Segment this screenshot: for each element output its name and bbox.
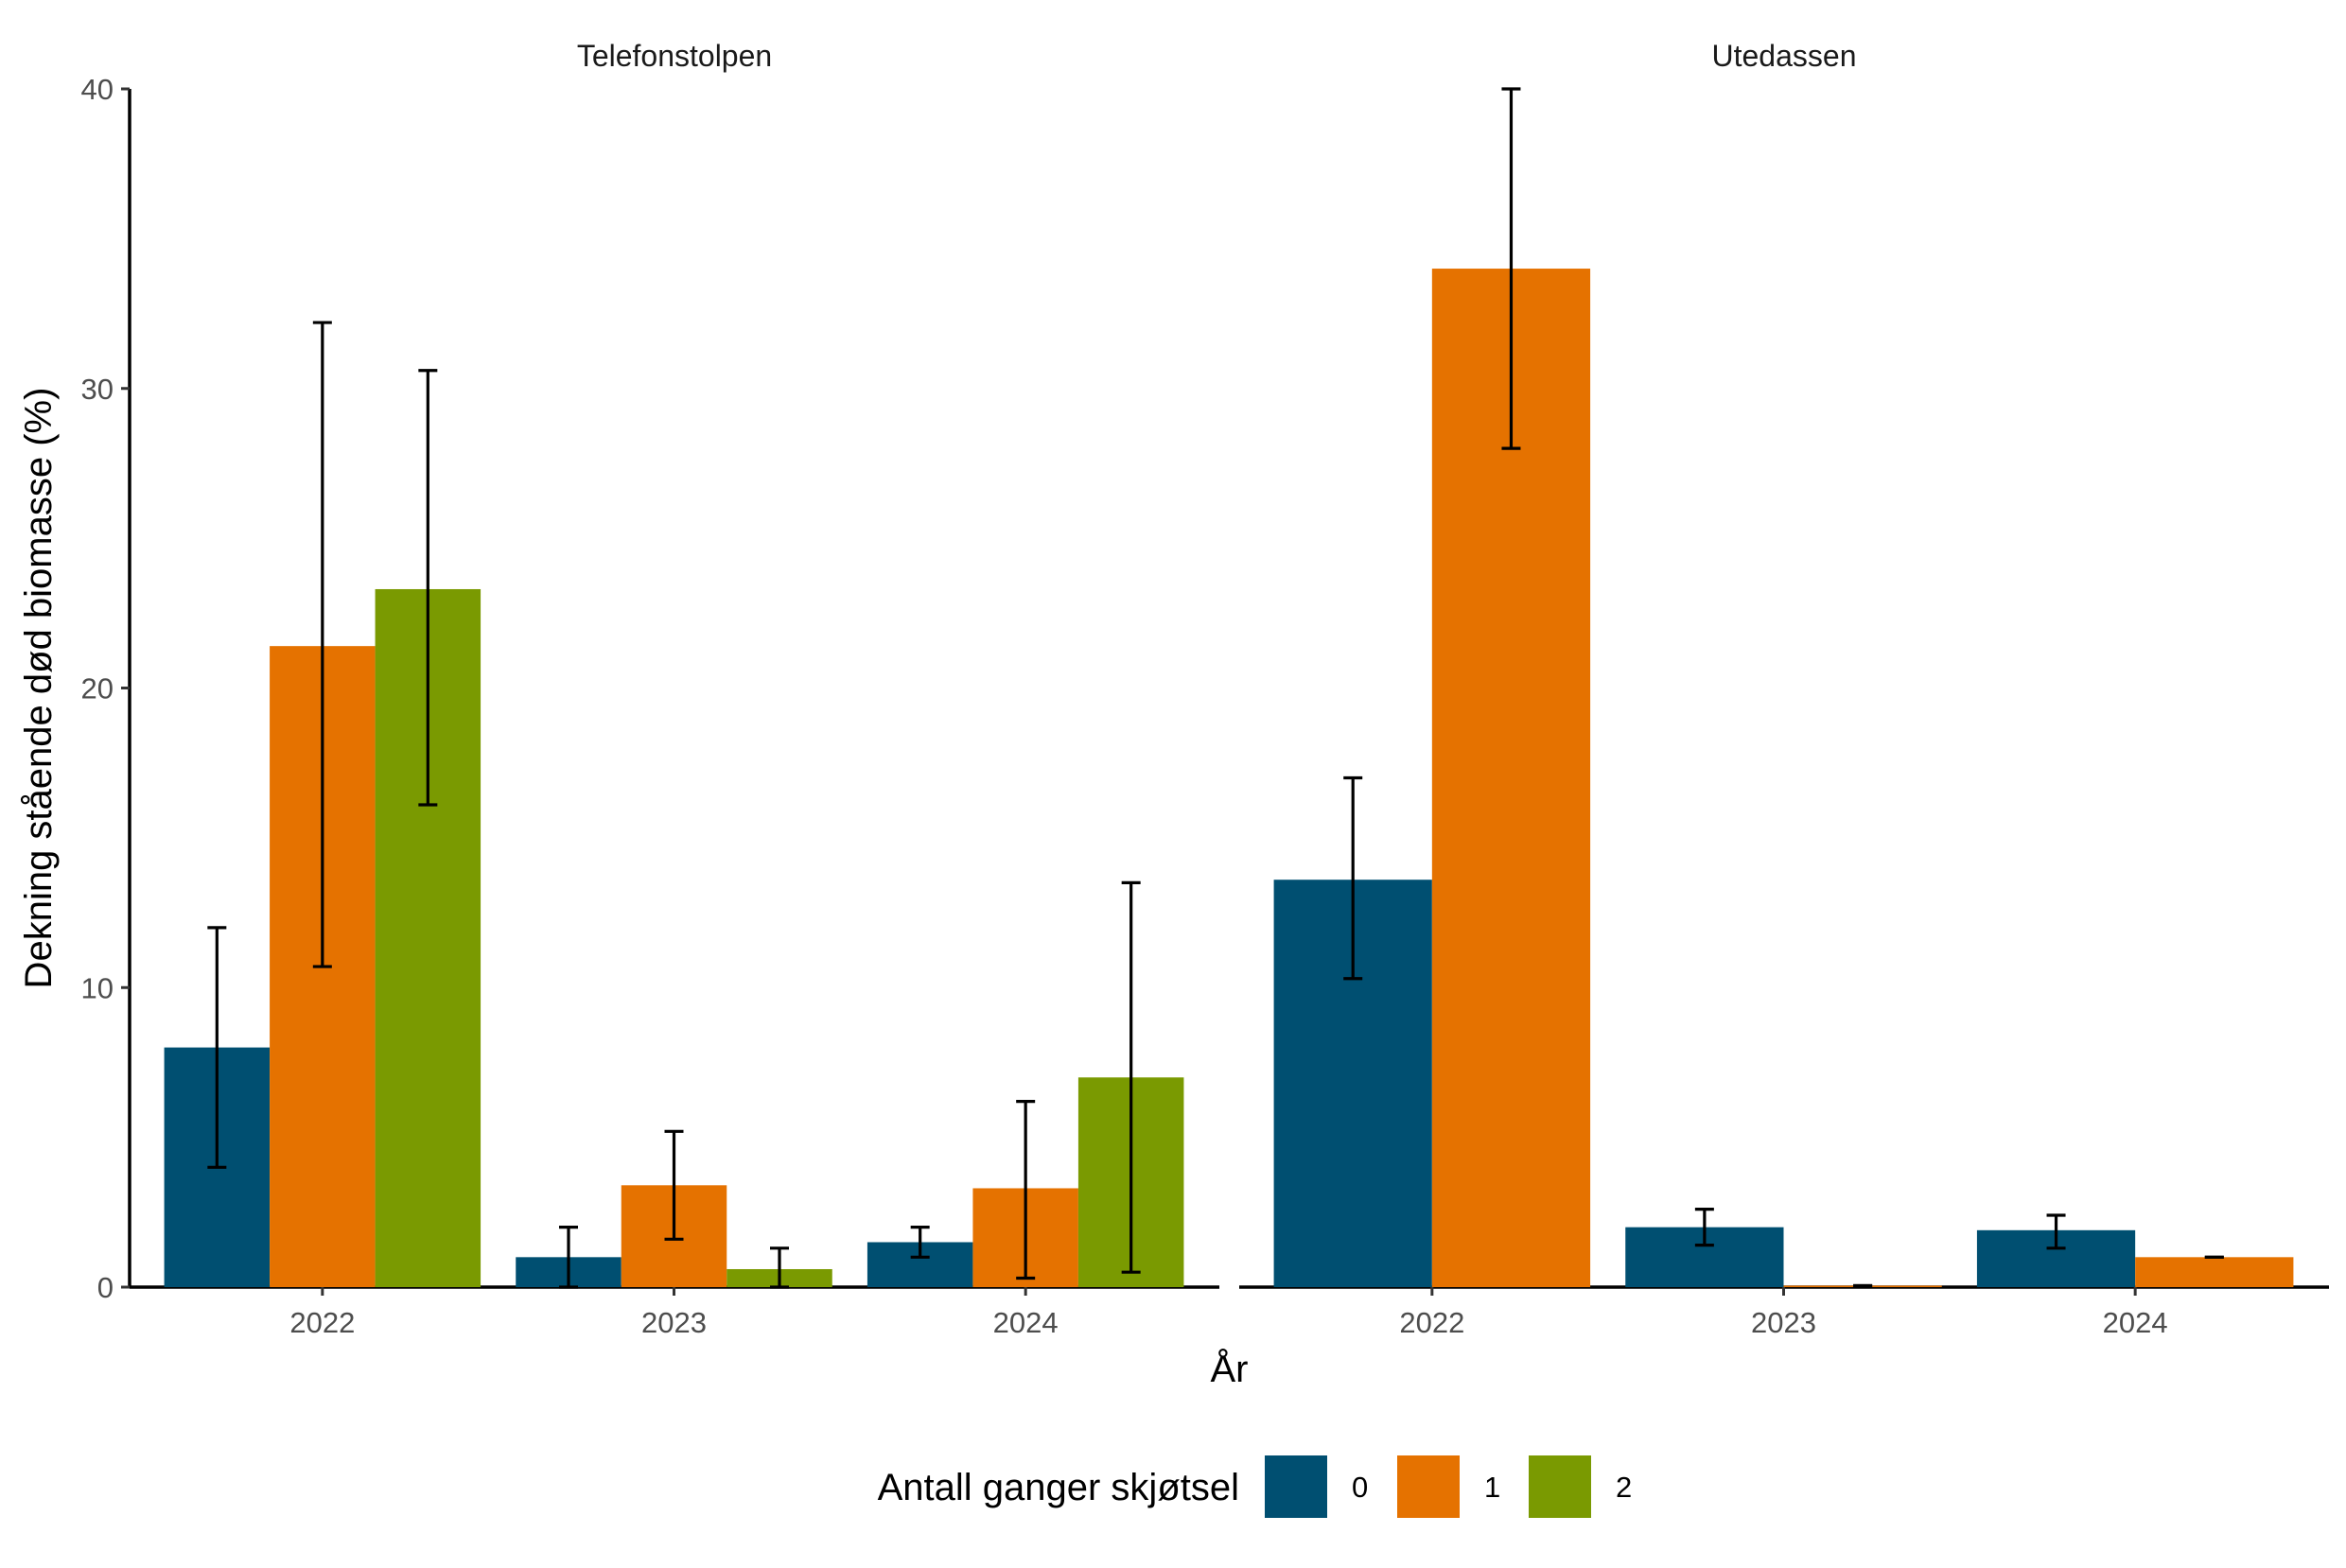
x-tick-label: 2024 bbox=[2103, 1306, 2168, 1339]
y-tick-label: 10 bbox=[81, 971, 114, 1004]
x-tick-label: 2022 bbox=[1399, 1306, 1464, 1339]
legend-label: 0 bbox=[1352, 1471, 1368, 1504]
y-tick-label: 30 bbox=[81, 373, 114, 406]
bar bbox=[2135, 1257, 2294, 1287]
y-tick-label: 20 bbox=[81, 672, 114, 706]
x-tick-label: 2022 bbox=[289, 1306, 355, 1339]
facet-title: Utedassen bbox=[1712, 39, 1857, 73]
x-tick-label: 2023 bbox=[1751, 1306, 1816, 1339]
legend-key bbox=[1397, 1455, 1460, 1518]
x-axis-title: År bbox=[1211, 1348, 1249, 1390]
legend-title: Antall ganger skjøtsel bbox=[878, 1467, 1239, 1508]
x-tick-label: 2023 bbox=[641, 1306, 707, 1339]
legend-label: 2 bbox=[1616, 1471, 1632, 1504]
y-tick-label: 0 bbox=[97, 1271, 114, 1304]
legend-key bbox=[1265, 1455, 1327, 1518]
facet-title: Telefonstolpen bbox=[577, 39, 772, 73]
y-tick-label: 40 bbox=[81, 73, 114, 106]
y-axis-title: Dekning stående død biomasse (%) bbox=[18, 388, 60, 989]
legend-label: 1 bbox=[1484, 1471, 1500, 1504]
legend-key bbox=[1529, 1455, 1591, 1518]
x-tick-label: 2024 bbox=[993, 1306, 1059, 1339]
